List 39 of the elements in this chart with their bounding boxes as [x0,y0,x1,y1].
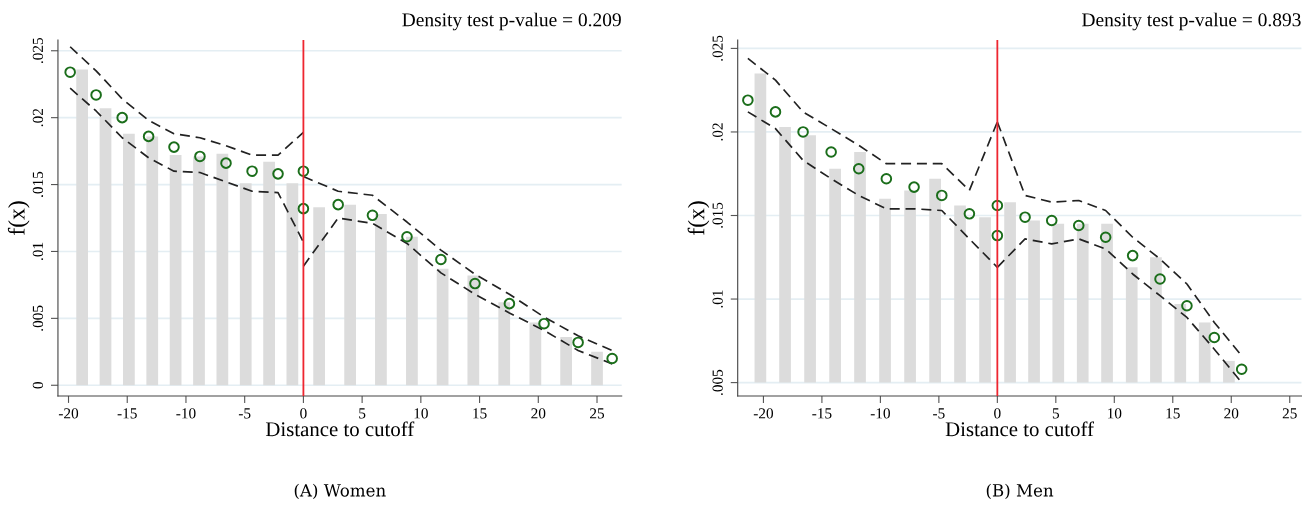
x-tick-label: 0 [994,408,1001,419]
y-tick-label: 0 [32,382,44,389]
x-tick-label: -10 [870,408,890,419]
x-tick-label: -10 [176,408,196,419]
x-tick-label: -5 [933,408,945,419]
y-tick-label: .015 [712,202,723,228]
x-tick-label: 20 [531,408,546,419]
x-tick-label: 20 [1224,408,1239,419]
y-tick-label: .02 [712,123,723,141]
x-tick-label: -15 [117,408,137,419]
x-tick-label: 15 [473,408,487,419]
x-tick-label: 15 [1166,408,1180,419]
y-tick-label: .01 [712,290,723,308]
y-tick-label: .015 [32,171,44,197]
y-axis-title: f(x) [687,201,710,235]
text: (B) Men [986,483,1054,499]
y-tick-label: .005 [712,369,723,395]
text: (A) Women [294,483,386,499]
x-axis-title: Distance to cutoff [265,421,415,437]
x-tick-label: 25 [590,408,605,419]
x-tick-label: -15 [812,408,832,419]
y-tick-label: .005 [32,305,44,331]
x-tick-label: -20 [753,408,774,419]
y-tick-label: .01 [32,242,44,260]
x-tick-label: -20 [58,408,79,419]
x-tick-label: 5 [359,408,366,419]
y-tick-label: .02 [32,108,44,127]
y-tick-label: .025 [32,37,44,64]
x-tick-label: 0 [300,408,307,419]
x-tick-label: 10 [414,408,428,419]
y-tick-label: .025 [712,35,723,61]
x-axis-title: Distance to cutoff [945,421,1095,437]
y-axis-title: f(x) [7,201,30,235]
x-tick-label: -5 [238,408,251,419]
chart-title: Density test p-value = 0.893 [1082,12,1301,31]
x-tick-label: 10 [1108,408,1122,419]
x-tick-label: 25 [1282,408,1297,419]
chart-title: Density test p-value = 0.209 [402,12,621,31]
x-tick-label: 5 [1052,408,1060,419]
